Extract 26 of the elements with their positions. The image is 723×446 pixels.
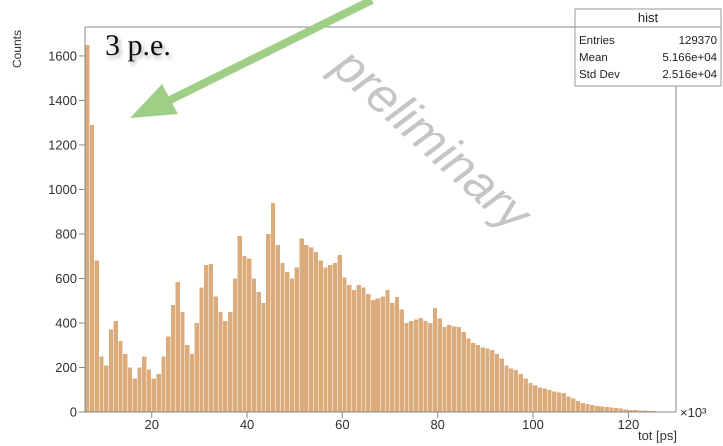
text: 129370 — [678, 35, 717, 47]
annotation: 5.166e+04 — [662, 52, 718, 64]
y-tick-label: 0 — [70, 404, 77, 420]
y-tick-label: 600 — [55, 271, 77, 286]
y-tick-label: 1400 — [48, 93, 77, 108]
x-tick-label: 80 — [430, 417, 445, 432]
y-tick-label: 1000 — [48, 182, 77, 198]
text: hist — [638, 10, 658, 25]
annotation: Entries — [579, 35, 616, 47]
y-tick-label: 1200 — [48, 138, 77, 153]
y-tick-label: 800 — [55, 226, 77, 242]
x-tick-label: 60 — [335, 417, 350, 432]
x-axis-title: tot [ps] — [638, 428, 677, 443]
annotation: 2.516e+04 — [662, 69, 718, 81]
y-tick-label: 1600 — [48, 48, 77, 64]
annotation: 3 p.e. — [105, 29, 171, 62]
annotation: Mean — [579, 52, 608, 64]
x-tick-label: 40 — [240, 417, 254, 432]
text: ×10³ — [680, 405, 708, 420]
annotation: Std Dev — [579, 69, 620, 81]
y-tick-label: 400 — [55, 316, 77, 331]
x-tick-label: 100 — [522, 417, 544, 432]
y-axis-title: Counts — [10, 30, 24, 68]
y-tick-label: 200 — [55, 360, 77, 376]
x-tick-label: 20 — [144, 417, 159, 432]
x-tick-label: 120 — [617, 417, 640, 432]
